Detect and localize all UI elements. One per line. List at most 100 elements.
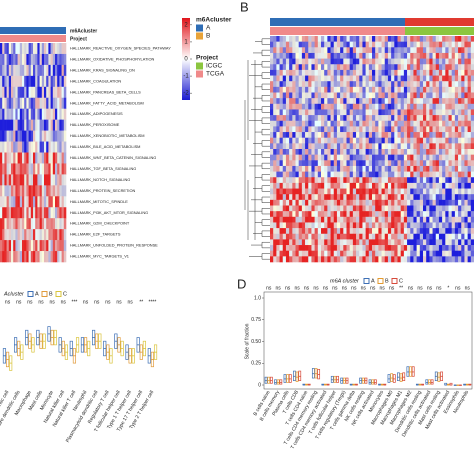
heatmap-cell [44,53,47,66]
heatmap-cell [416,250,421,257]
heatmap-cell [298,199,303,206]
heatmap-cell [451,92,456,99]
heatmap-cell [384,69,389,76]
heatmap-cell [365,233,370,240]
heatmap-cell [397,36,401,42]
heatmap-cell [432,199,437,206]
heatmap-cell [57,86,60,99]
heatmap-cell [400,41,405,48]
heatmap-cell [356,250,360,257]
heatmap-cell [276,69,280,76]
heatmap-cell [356,216,360,223]
heatmap-cell [387,137,392,144]
heatmap-cell [413,165,417,172]
heatmap-cell [461,75,465,82]
heatmap-cell [410,75,414,82]
heatmap-cell [356,239,360,246]
heatmap-cell [289,149,293,155]
heatmap-cell [26,141,29,153]
heatmap-cell [426,245,430,251]
heatmap-cell [336,58,341,65]
heatmap-cell [368,199,373,206]
heatmap-cell [438,256,443,263]
heatmap-cell [308,58,312,65]
heatmap-cell [308,69,312,76]
heatmap-cell [273,182,277,189]
heatmap-cell [327,205,331,212]
heatmap-cell [289,126,293,133]
heatmap-cell [292,165,296,172]
heatmap-cell [426,103,430,110]
heatmap-cell [381,160,386,167]
heatmap-cell [378,149,382,155]
heatmap-cell [324,154,328,161]
heatmap-cell [359,165,363,172]
heatmap-cell [289,171,293,178]
heatmap-cell [44,86,47,99]
heatmap-cell [391,109,395,116]
heatmap-cell [8,119,12,131]
heatmap-cell [340,245,344,251]
heatmap-cell [442,177,446,184]
heatmap-cell [289,199,293,206]
heatmap-cell [442,154,446,161]
heatmap-cell [61,64,65,77]
heatmap-cell [330,256,335,263]
heatmap-cell [292,109,296,116]
heatmap-cell [28,43,32,55]
heatmap-cell [273,143,277,150]
heatmap-cell [448,171,452,178]
heatmap-cell [362,75,366,82]
heatmap-cell [438,47,443,54]
heatmap-cell [285,233,290,240]
heatmap-cell [349,81,354,88]
heatmap-cell [308,98,312,105]
heatmap-cell [413,98,417,105]
heatmap-cell [442,205,446,212]
heatmap-cell [410,58,414,65]
heatmap-cell [301,36,306,42]
heatmap-cell [4,218,7,230]
heatmap-cell [448,245,452,251]
heatmap-cell [37,240,40,252]
heatmap-cell [429,132,433,138]
heatmap-cell [314,245,319,251]
heatmap-cell [41,174,45,186]
heatmap-cell [429,216,433,223]
box [399,373,403,382]
heatmap-cell [305,86,309,93]
heatmap-cell [44,64,47,77]
heatmap-cell [298,154,303,161]
heatmap-cell [349,154,354,161]
heatmap-cell [467,199,472,206]
heatmap-cell [340,205,344,212]
heatmap-cell [384,52,389,59]
heatmap-cell [448,103,452,110]
heatmap-cell [311,199,315,206]
heatmap-cell [423,211,427,218]
heatmap-cell [419,36,424,42]
heatmap-cell [435,132,440,138]
heatmap-cell [298,233,303,240]
heatmap-cell [292,233,296,240]
heatmap-cell [365,143,370,150]
heatmap-cell [24,218,27,230]
heatmap-cell [0,240,3,252]
heatmap-cell [442,228,446,235]
heatmap-cell [435,126,440,133]
heatmap-cell [327,109,331,116]
heatmap-cell [454,132,459,138]
annotation-bar [270,18,405,26]
heatmap-cell [407,177,411,184]
heatmap-cell [464,41,468,48]
heatmap-cell [44,174,47,186]
heatmap-cell [273,239,277,246]
heatmap-cell [407,188,411,195]
heatmap-cell [48,108,51,120]
significance: ** [399,285,403,291]
heatmap-cell [44,251,47,263]
heatmap-cell [37,53,40,66]
heatmap-cell [336,92,341,99]
heatmap-cell [423,188,427,195]
box [279,379,283,385]
